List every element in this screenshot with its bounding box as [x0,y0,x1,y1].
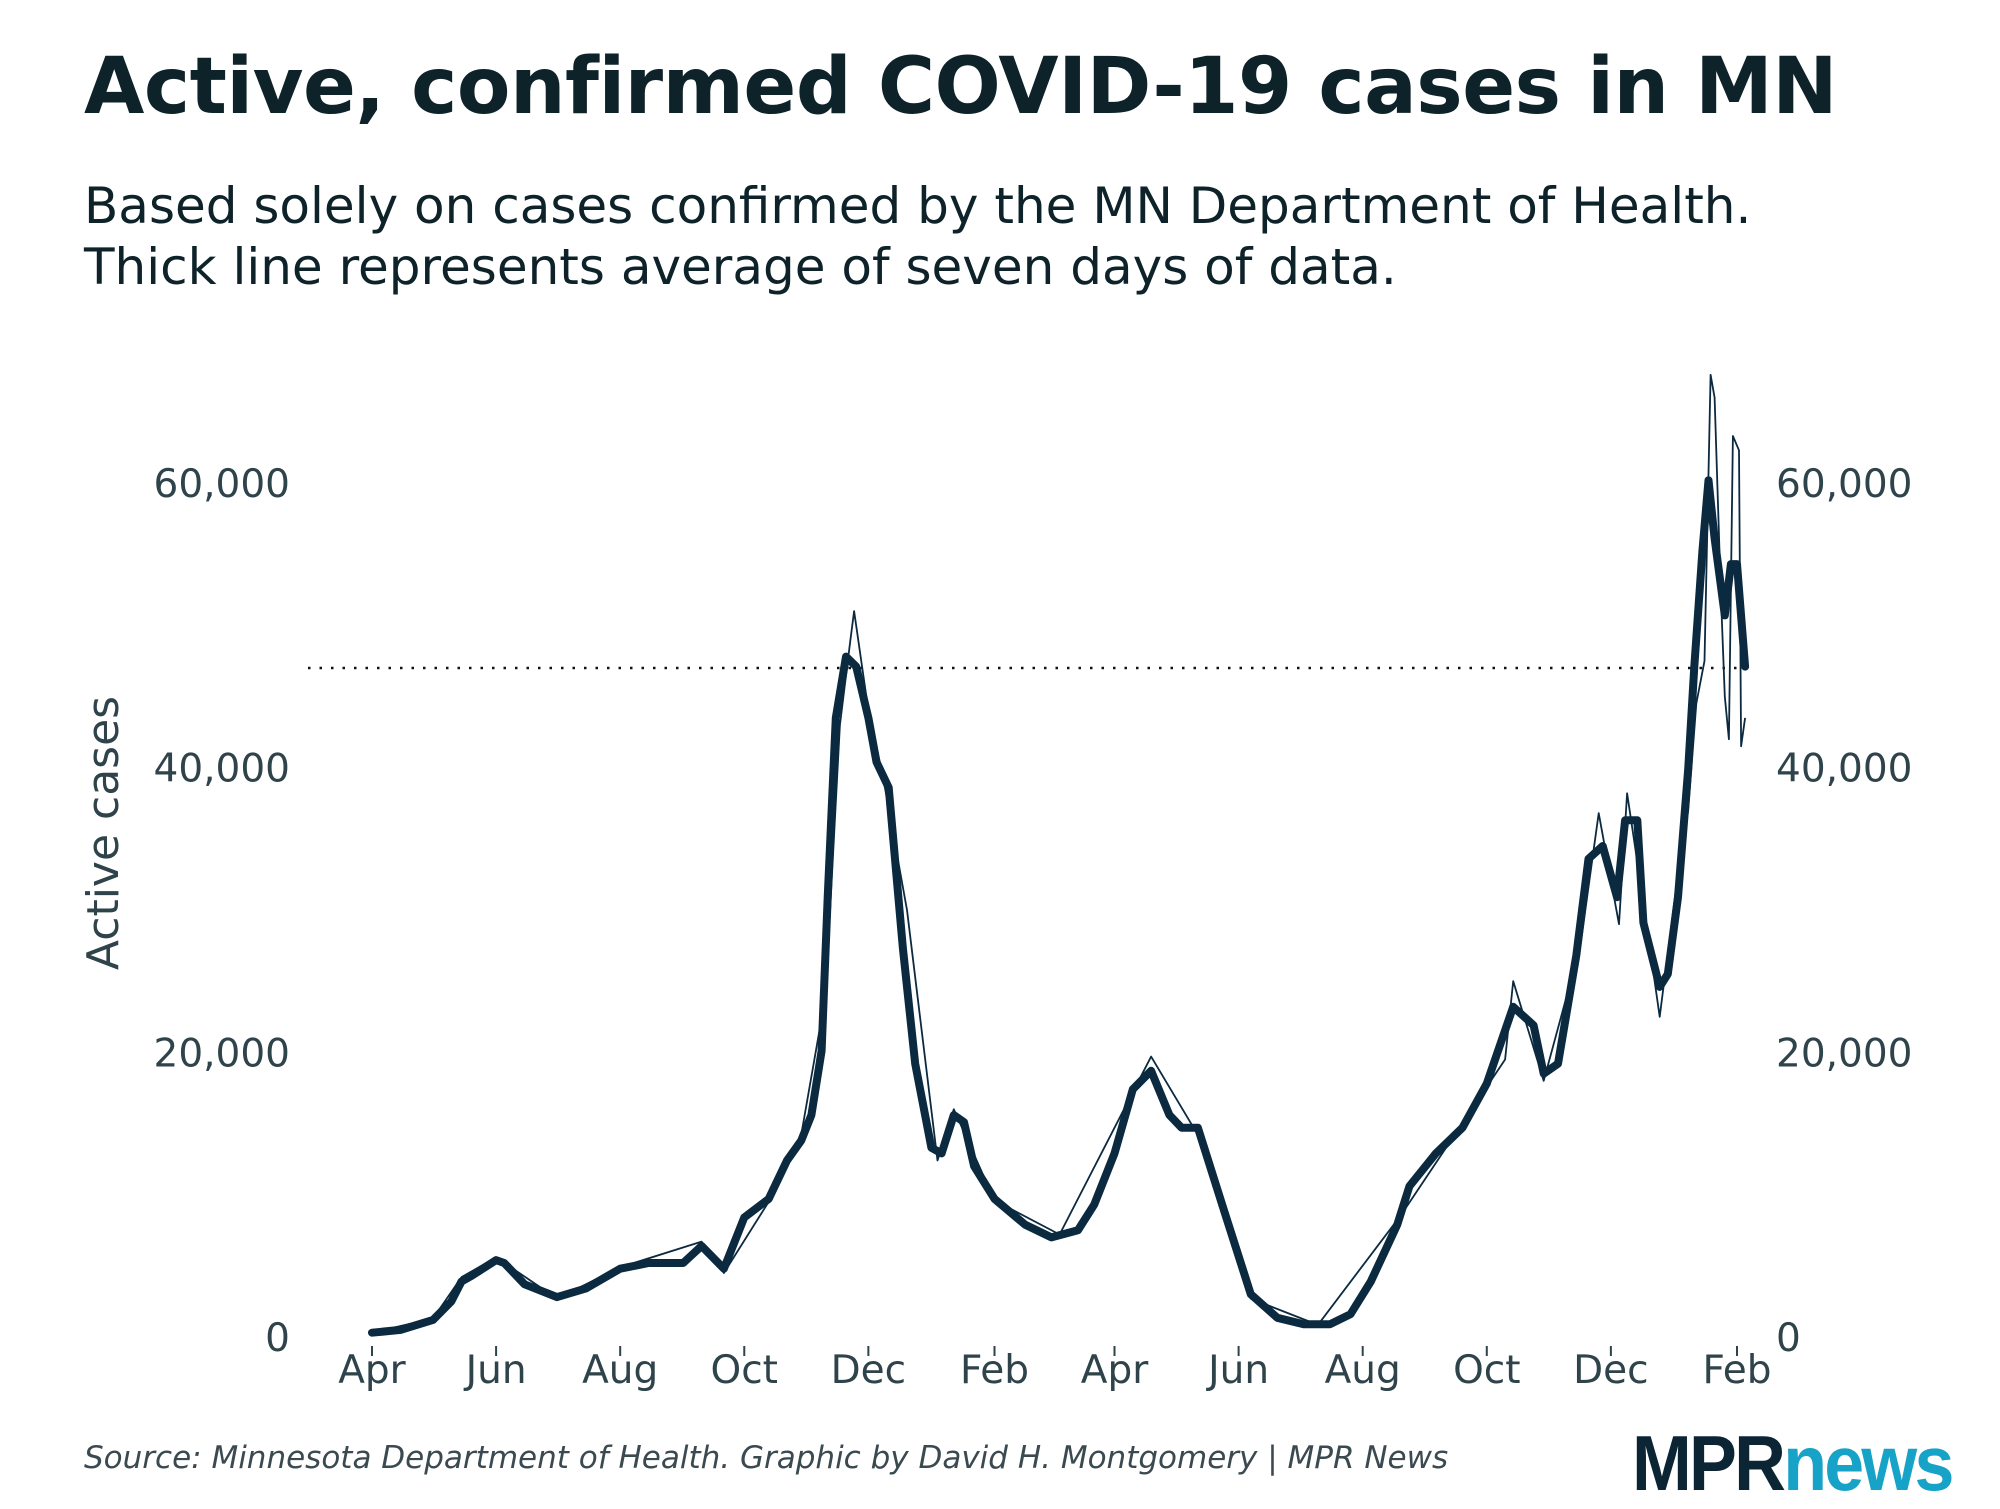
y-axis-title: Active cases [78,696,129,970]
x-tick-label: Feb [1702,1348,1771,1393]
x-tick-label: Jun [1205,1348,1269,1393]
x-tick-label: Aug [582,1348,658,1393]
x-tick-label: Aug [1325,1348,1401,1393]
y-tick-label-right: 0 [1776,1316,1801,1361]
subtitle-line-1: Based solely on cases confirmed by the M… [84,177,1752,235]
average-series-line [368,476,1750,1337]
subtitle-line-2: Thick line represents average of seven d… [84,238,1397,296]
x-tick-label: Oct [711,1348,778,1393]
x-tick-label: Dec [1573,1348,1648,1393]
y-tick-label-left: 20,000 [154,1031,290,1076]
y-tick-label-right: 40,000 [1776,747,1912,792]
x-tick-label: Oct [1453,1348,1520,1393]
x-tick-label: Feb [960,1348,1029,1393]
source-credit: Source: Minnesota Department of Health. … [84,1440,1449,1476]
y-tick-label-left: 40,000 [154,747,290,792]
y-tick-label-right: 20,000 [1776,1031,1912,1076]
y-axis-ticks: 0 0 20,000 20,000 40,000 40,000 60,000 60,000 [154,462,1913,1361]
x-axis-ticks: Apr Jun Aug Oct Dec Feb Apr Jun Aug Oct Dec Feb [338,1346,1772,1393]
chart-title: Active, confirmed COVID-19 cases in MN [84,42,1838,132]
x-tick-label: Apr [338,1348,406,1393]
mpr-news-logo: MPRnews [1632,1419,1954,1507]
daily-series-line [371,373,1746,1334]
y-tick-label-left: 0 [265,1316,290,1361]
chart-subtitle: Based solely on cases confirmed by the M… [84,176,1751,298]
y-tick-label-left: 60,000 [154,462,290,507]
x-tick-label: Apr [1081,1348,1149,1393]
y-tick-label-right: 60,000 [1776,462,1912,507]
x-tick-label: Jun [463,1348,527,1393]
x-tick-label: Dec [831,1348,906,1393]
